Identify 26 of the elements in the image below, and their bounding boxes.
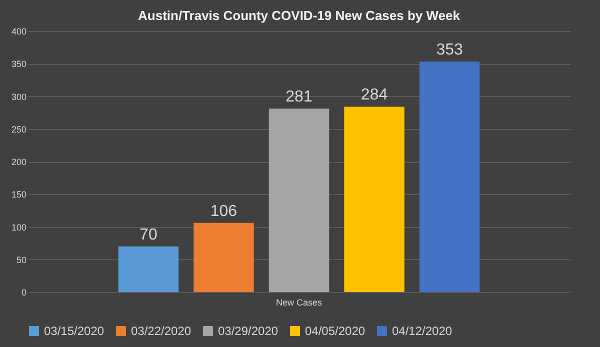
y-tick-label: 0 (21, 288, 26, 298)
y-tick-label: 350 (11, 59, 26, 70)
x-tick-label: New Cases (276, 298, 323, 308)
y-tick-label: 50 (16, 254, 26, 265)
y-tick-label: 200 (11, 157, 26, 167)
data-label: 353 (436, 42, 463, 59)
y-tick-label: 100 (11, 222, 26, 232)
legend-label: 03/15/2020 (44, 324, 104, 338)
data-label: 106 (210, 202, 238, 220)
y-tick-label: 250 (11, 124, 26, 134)
y-tick-label: 150 (11, 190, 26, 200)
bar (344, 106, 404, 292)
y-tick-label: 400 (11, 26, 26, 36)
legend-label: 04/05/2020 (305, 324, 366, 338)
chart-title: Austin/Travis County COVID-19 New Cases by Week (138, 8, 461, 23)
y-tick-label: 300 (11, 92, 26, 102)
legend-label: 04/12/2020 (392, 324, 452, 338)
bar (118, 246, 179, 292)
legend-label: 03/29/2020 (218, 324, 278, 338)
bar (194, 222, 254, 292)
data-label: 284 (360, 86, 388, 104)
bar (419, 62, 480, 292)
data-label: 281 (286, 88, 312, 106)
data-label: 70 (140, 226, 158, 244)
legend-label: 03/22/2020 (131, 324, 192, 338)
bar (268, 108, 330, 292)
